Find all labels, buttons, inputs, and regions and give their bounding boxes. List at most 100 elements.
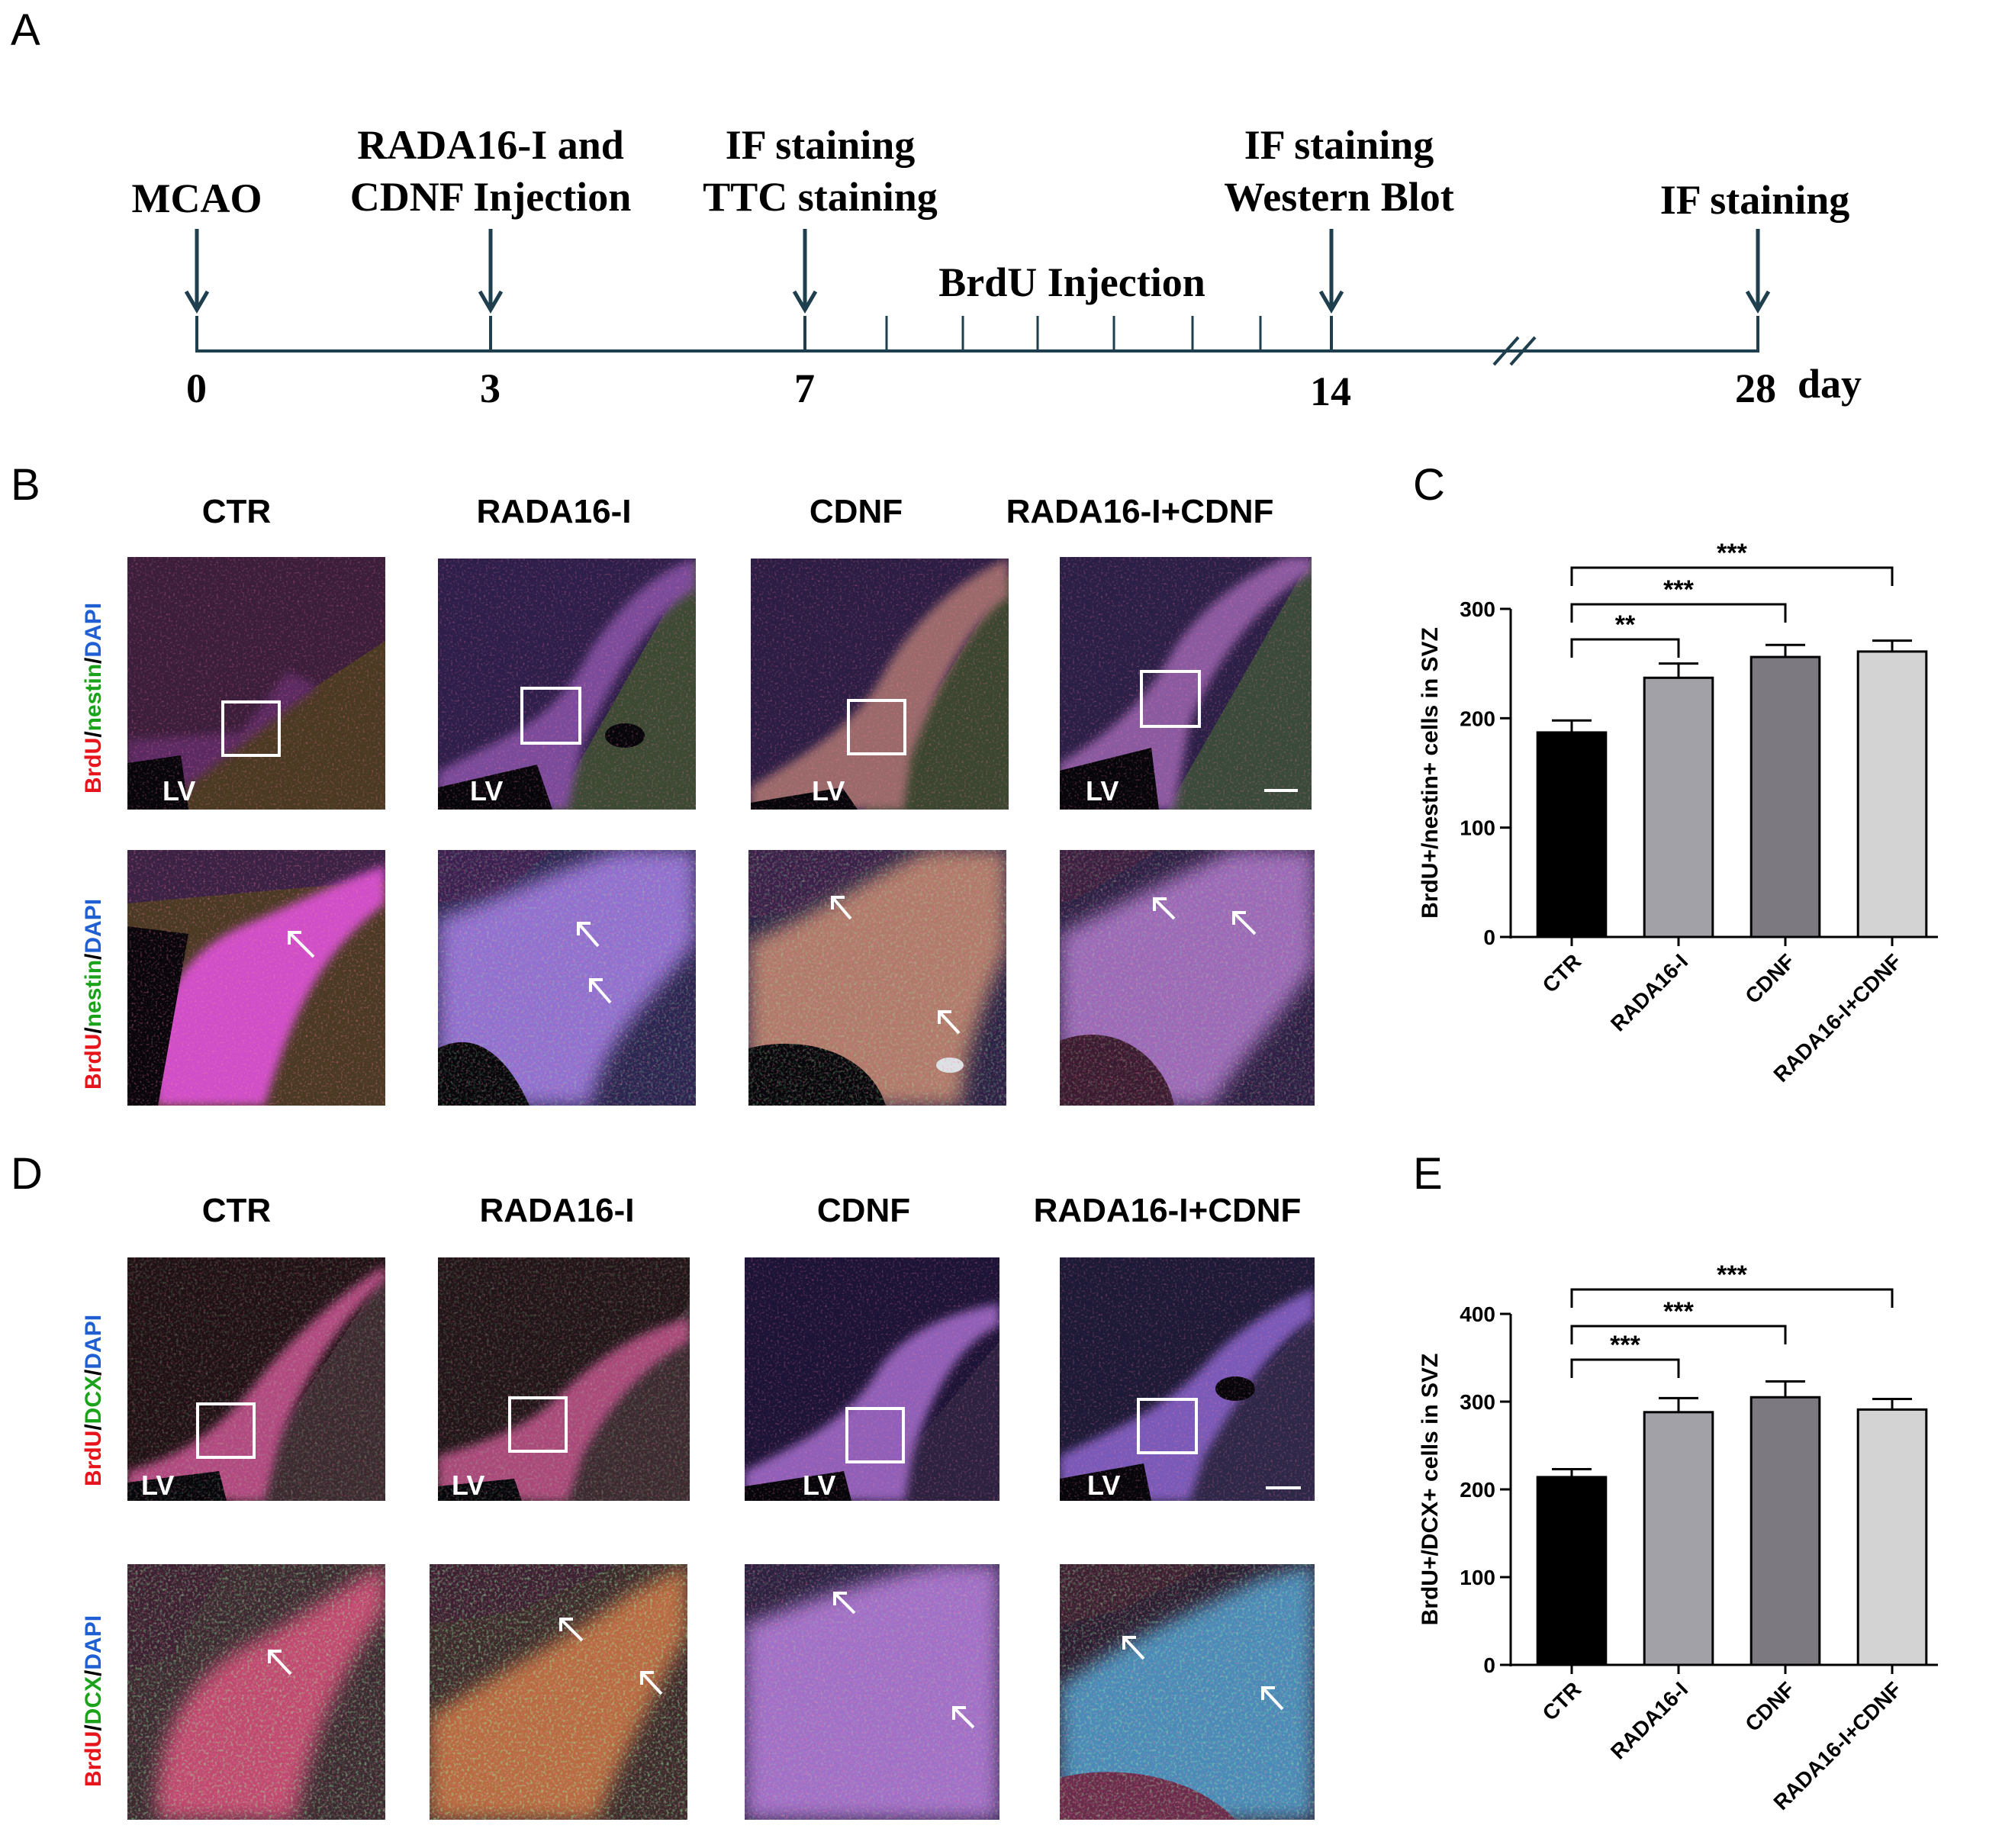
day-label-0: 0	[186, 365, 207, 411]
event-label-day7: IF staining TTC staining	[703, 122, 938, 220]
arrow-icon	[831, 896, 852, 920]
event-label-injection: RADA16-I and CDNF Injection	[349, 122, 632, 220]
arrow-icon	[938, 1010, 961, 1035]
y-tick-label: 300	[1460, 597, 1495, 621]
stain-label-b-bottom: BrdU/nestin/DAPI	[81, 898, 106, 1090]
day-unit-label: day	[1798, 361, 1862, 407]
event-label-day28: IF staining	[1659, 177, 1850, 223]
significance-label: ***	[1717, 539, 1747, 568]
event-label-mcao: MCAO	[131, 175, 262, 221]
bar	[1749, 655, 1821, 938]
group-title-b-cdnf: CDNF	[809, 493, 903, 530]
x-tick-label: CTR	[1538, 1677, 1586, 1725]
significance-bracket	[1570, 1325, 1787, 1344]
micrograph-b-rada-magnified	[438, 850, 696, 1106]
significance-label: ***	[1610, 1331, 1640, 1360]
y-tick-label: 300	[1460, 1390, 1495, 1414]
x-tick-label: RADA16-I	[1606, 1677, 1692, 1763]
group-title-d-combo: RADA16-I+CDNF	[1033, 1192, 1302, 1229]
lv-label: LV	[452, 1470, 485, 1501]
arrow-icon	[288, 931, 315, 958]
y-tick-label: 100	[1460, 1566, 1495, 1589]
y-tick-label: 200	[1460, 707, 1495, 730]
axis-break-2	[1509, 336, 1537, 366]
y-tick-label: 0	[1483, 926, 1495, 949]
group-title-d-ctr: CTR	[201, 1192, 272, 1229]
significance-bracket	[1570, 603, 1787, 623]
event-label-day14: IF staining Western Blot	[1224, 122, 1454, 220]
arrow-icon	[1232, 911, 1257, 935]
micrograph-d-combo-magnified	[1060, 1564, 1315, 1820]
bar	[1643, 676, 1714, 938]
chart-c: 0 100 200 300 BrdU+/nestin+ cells in SVZ CTR R…	[1418, 539, 1938, 1087]
y-axis-label: BrdU+/DCX+ cells in SVZ	[1418, 1354, 1443, 1626]
micrograph-b-cdnf-magnified	[748, 850, 1006, 1106]
micrograph-b-ctr-overview	[127, 557, 385, 810]
group-title-d-rada: RADA16-I	[479, 1192, 635, 1229]
group-title-d-cdnf: CDNF	[816, 1192, 911, 1229]
x-tick-label: CTR	[1538, 949, 1586, 997]
y-tick-label: 100	[1460, 816, 1495, 840]
micrograph-d-ctr-overview	[127, 1257, 385, 1501]
micrograph-d-cdnf-magnified	[745, 1564, 999, 1820]
panel-letter-e: E	[1413, 1149, 1443, 1199]
significance-bracket	[1570, 1288, 1894, 1308]
lv-label: LV	[163, 775, 196, 806]
panel-letter-a: A	[11, 5, 40, 55]
arrow-icon	[559, 1618, 584, 1642]
bar	[1536, 731, 1608, 938]
arrow-icon	[640, 1671, 663, 1695]
x-tick-label: CDNF	[1740, 949, 1799, 1008]
micrograph-b-combo-magnified	[1060, 850, 1315, 1106]
bar	[1856, 1408, 1928, 1666]
arrow-icon	[268, 1650, 292, 1676]
significance-bracket	[1570, 638, 1680, 658]
day-label-7: 7	[794, 365, 815, 411]
micrograph-d-rada-magnified	[430, 1564, 687, 1820]
micrograph-b-combo-overview	[1060, 557, 1312, 810]
panel-letter-b: B	[11, 460, 40, 510]
lv-label: LV	[141, 1470, 175, 1501]
day-label-28: 28	[1735, 365, 1776, 411]
stain-label-d-top: BrdU/DCX/DAPI	[81, 1314, 106, 1486]
y-tick-label: 200	[1460, 1478, 1495, 1502]
micrograph-d-cdnf-overview	[745, 1257, 999, 1501]
significance-label: ***	[1717, 1260, 1747, 1289]
arrow-down-icon	[1318, 229, 1344, 314]
y-tick-label: 400	[1460, 1302, 1495, 1326]
micrograph-d-combo-overview	[1060, 1257, 1315, 1501]
significance-bracket	[1570, 566, 1894, 586]
lv-label: LV	[470, 775, 504, 806]
micrograph-b-ctr-magnified	[127, 850, 385, 1106]
micrograph-b-rada-overview	[438, 559, 696, 810]
lv-label: LV	[1087, 1470, 1121, 1501]
significance-bracket	[1570, 1358, 1680, 1378]
lv-label: LV	[1086, 775, 1119, 806]
day-label-3: 3	[480, 365, 501, 411]
day-label-14: 14	[1310, 369, 1351, 414]
panel-letter-c: C	[1413, 460, 1445, 510]
bar	[1643, 1411, 1714, 1666]
arrow-down-icon	[184, 229, 210, 314]
x-tick-label: CDNF	[1740, 1677, 1799, 1736]
arrow-down-icon	[478, 229, 504, 314]
micrograph-b-cdnf-overview	[751, 559, 1009, 810]
y-axis-label: BrdU+/nestin+ cells in SVZ	[1418, 627, 1443, 919]
arrow-icon	[1261, 1686, 1284, 1711]
lv-label: LV	[812, 775, 845, 806]
arrow-icon	[1122, 1636, 1145, 1660]
arrow-down-icon	[1745, 229, 1771, 314]
lv-label: LV	[803, 1470, 836, 1501]
timeline-axis	[184, 229, 1771, 366]
panel-letter-d: D	[11, 1149, 43, 1199]
x-tick-label: RADA16-I	[1606, 949, 1692, 1035]
stain-label-d-bottom: BrdU/DCX/DAPI	[81, 1615, 106, 1787]
significance-label: ***	[1663, 575, 1694, 604]
arrow-icon	[833, 1592, 856, 1615]
stain-label-b-top: BrdU/nestin/DAPI	[81, 602, 106, 794]
arrow-icon	[952, 1706, 975, 1729]
bar	[1856, 650, 1928, 938]
axis-break-1	[1492, 336, 1520, 366]
y-tick-label: 0	[1483, 1653, 1495, 1677]
bar	[1536, 1476, 1608, 1666]
